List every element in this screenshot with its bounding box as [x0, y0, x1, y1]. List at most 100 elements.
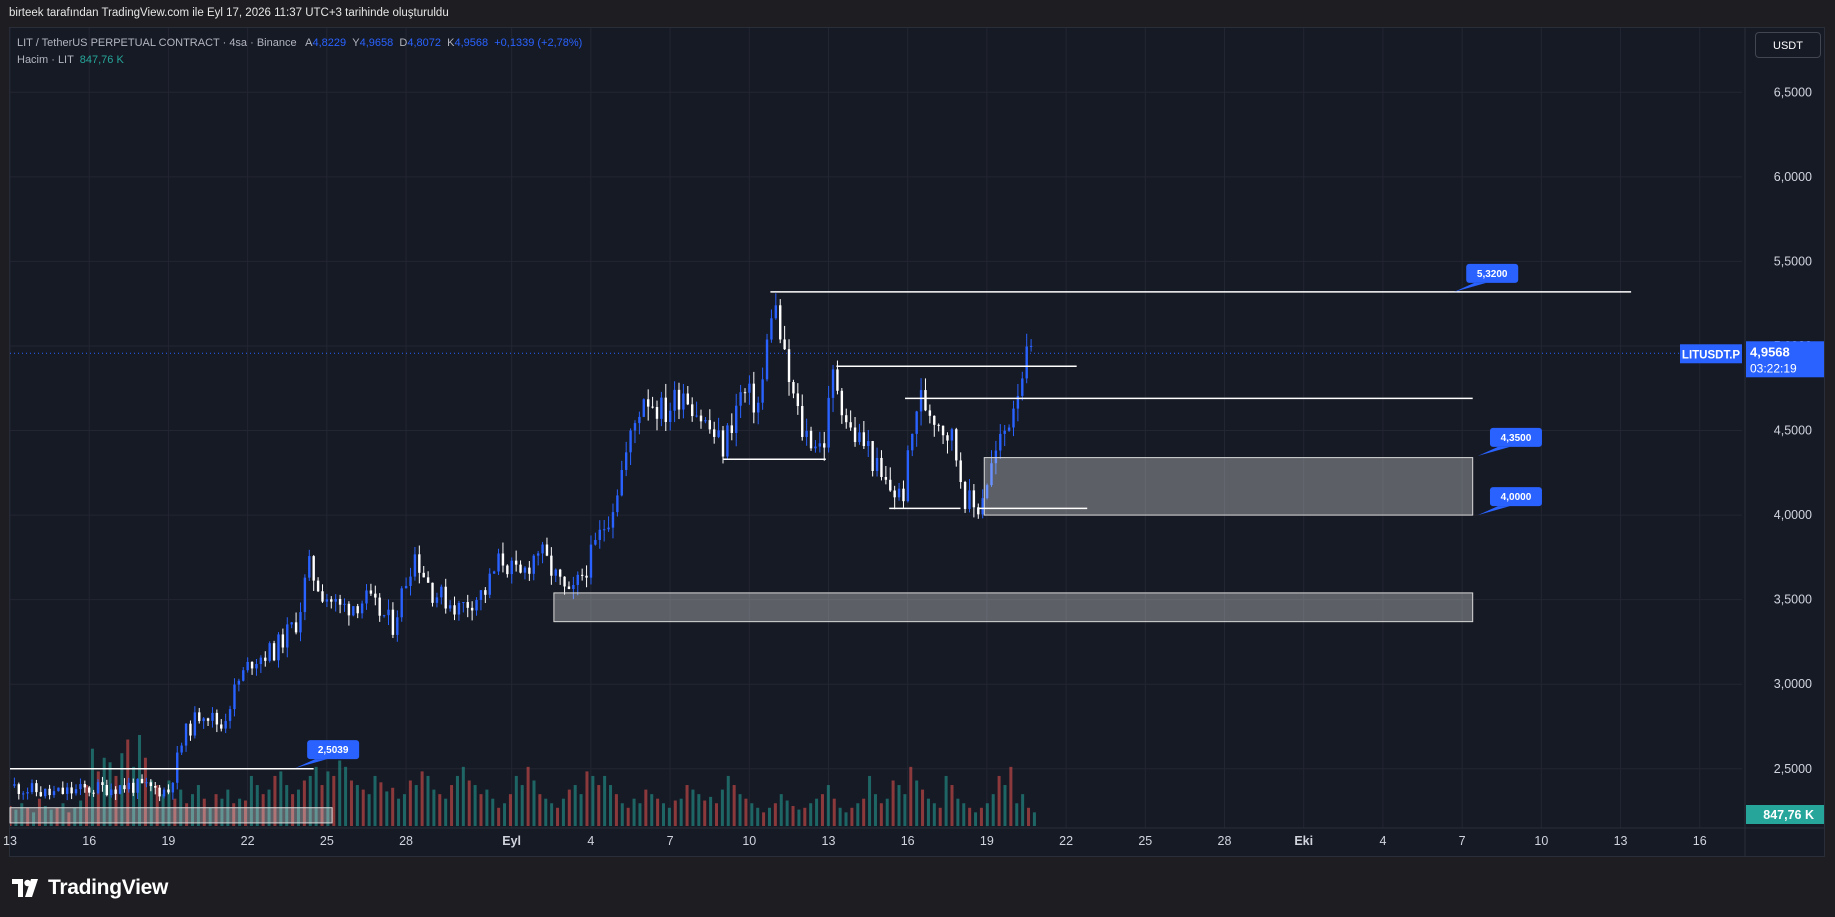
volume-bar: [897, 785, 901, 826]
volume-bar: [614, 794, 618, 826]
tradingview-logo[interactable]: TradingView: [12, 876, 168, 900]
volume-bar: [950, 785, 954, 826]
volume-bar: [797, 809, 801, 826]
candle-body: [66, 787, 69, 794]
candle-body: [184, 723, 188, 746]
volume-bar: [762, 812, 766, 826]
volume-bar: [561, 798, 565, 826]
high-label: Y: [352, 37, 360, 49]
y-tick-label: 6,5000: [1774, 85, 1812, 99]
candle-body: [814, 446, 817, 449]
volume-bar: [585, 771, 589, 826]
volume-bar: [37, 798, 41, 826]
candle-body: [206, 718, 210, 721]
volume-bar: [255, 785, 259, 826]
candle-body: [695, 415, 698, 417]
volume-bar: [132, 766, 136, 826]
candle-body: [990, 463, 993, 486]
volume-bar: [550, 803, 554, 826]
volume-bar: [1032, 812, 1036, 826]
candle-body: [563, 576, 566, 587]
volume-bar: [467, 780, 471, 826]
volume-label[interactable]: Hacim · LIT: [17, 54, 74, 66]
currency-button[interactable]: USDT: [1755, 32, 1821, 58]
volume-bar: [656, 798, 660, 826]
candle-body: [893, 490, 896, 498]
candle-body: [479, 590, 483, 600]
volume-bar: [915, 780, 919, 826]
volume-bar: [785, 800, 789, 826]
volume-bar: [191, 794, 195, 826]
candle-body: [462, 602, 465, 604]
volume-bar: [991, 794, 995, 826]
candle-body: [202, 718, 205, 722]
volume-bar: [944, 775, 948, 826]
volume-bar: [155, 785, 159, 826]
volume-bar: [732, 785, 736, 826]
volume-bar: [803, 807, 807, 826]
candle-body: [818, 443, 822, 447]
candle-body: [440, 586, 443, 598]
candle-body: [57, 787, 60, 792]
candle-body: [532, 555, 535, 574]
candle-body: [963, 481, 967, 509]
candle-body: [101, 782, 104, 786]
candle-body: [409, 576, 412, 586]
symbol-title[interactable]: LIT / TetherUS PERPETUAL CONTRACT · 4sa …: [17, 37, 297, 49]
support-zone: [553, 592, 1474, 623]
candle-body: [114, 789, 117, 794]
x-tick-label: 19: [161, 834, 175, 848]
volume-tag: [1746, 805, 1824, 824]
candle-body: [259, 657, 263, 665]
candle-body: [884, 476, 888, 480]
candle-body: [743, 392, 747, 394]
candle-body: [510, 560, 513, 575]
volume-bar: [685, 785, 689, 826]
candle-body: [30, 783, 34, 793]
volume-bar: [367, 794, 371, 826]
volume-bar: [538, 794, 542, 826]
candle-body: [845, 415, 848, 423]
volume-bar: [903, 794, 907, 826]
volume-bar: [161, 794, 165, 826]
candle-body: [642, 399, 645, 417]
symbol-tag: [1680, 344, 1742, 364]
candle-body: [514, 560, 518, 565]
candle-body: [118, 785, 122, 794]
candle-body: [387, 609, 390, 616]
volume-bar: [185, 803, 189, 826]
candle-body: [299, 612, 302, 633]
volume-bar: [514, 775, 518, 826]
candle-body: [374, 593, 377, 598]
volume-bar: [479, 794, 483, 826]
candle-body: [79, 784, 82, 790]
candle-body: [228, 709, 232, 721]
candle-body: [836, 369, 839, 391]
candle-body: [955, 429, 958, 461]
candle-body: [308, 556, 311, 578]
volume-bar: [214, 794, 218, 826]
volume-bar: [302, 780, 306, 826]
candle-body: [774, 305, 778, 319]
candle-countdown-label: 03:22:19: [1750, 361, 1797, 375]
volume-bar: [249, 775, 253, 826]
volume-bar: [444, 798, 448, 826]
volume-bar: [285, 785, 289, 826]
volume-bar: [420, 771, 424, 826]
candle-body: [52, 791, 56, 796]
volume-bar: [402, 794, 406, 826]
low-label: D: [399, 37, 408, 49]
candle-body: [334, 598, 337, 602]
candle-body: [316, 580, 320, 592]
candle-body: [726, 425, 729, 457]
candle-body: [713, 429, 716, 437]
volume-bar: [726, 775, 730, 826]
candle-body: [281, 634, 285, 648]
attribution-text: birteek tarafından TradingView.com ile E…: [9, 7, 449, 19]
volume-bar: [220, 798, 224, 826]
candle-body: [558, 569, 562, 577]
candle-body: [572, 584, 575, 590]
support-zone: [983, 457, 1474, 516]
volume-bar: [968, 807, 972, 826]
